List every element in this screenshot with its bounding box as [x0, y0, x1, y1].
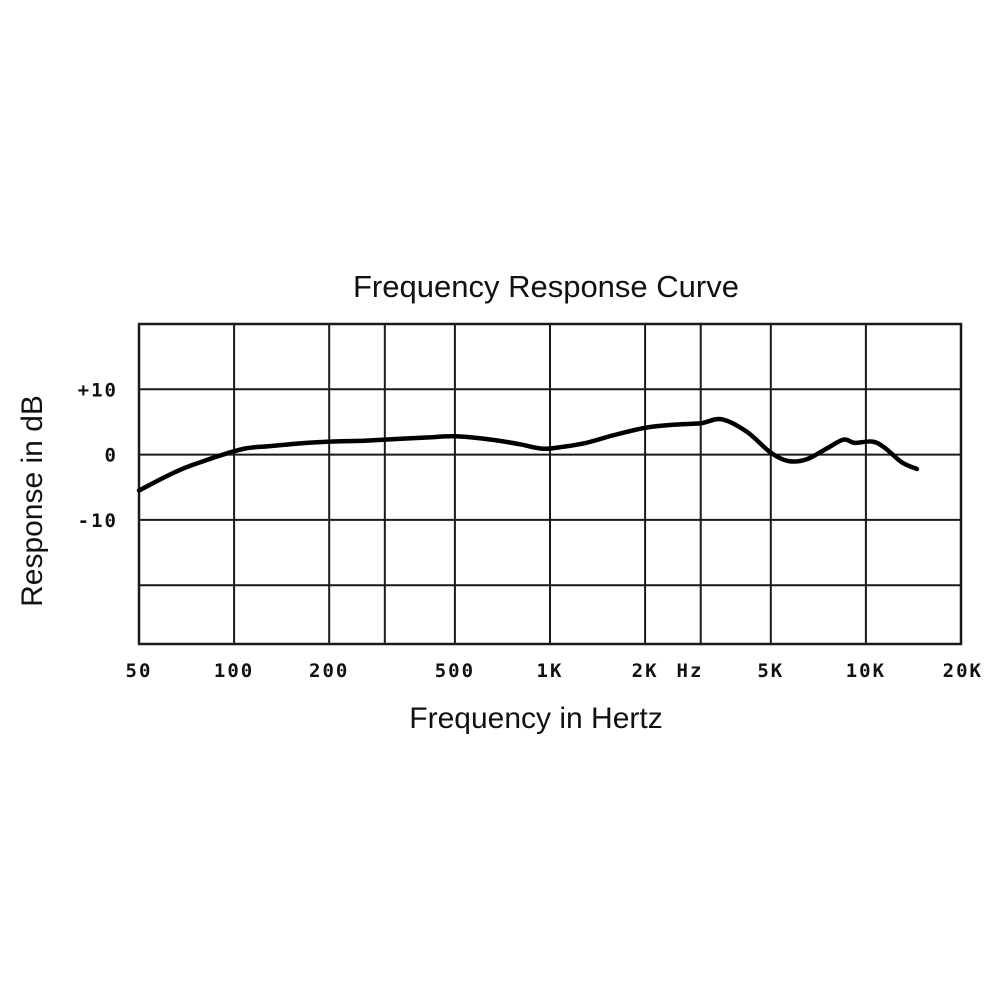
x-tick-label: 200: [309, 660, 349, 682]
y-tick-label: -10: [78, 510, 118, 532]
y-tick-label: 0: [105, 445, 118, 467]
y-tick-label: +10: [78, 379, 118, 401]
x-tick-label: 5K: [757, 660, 784, 682]
chart-title: Frequency Response Curve: [353, 269, 739, 304]
response-curve-layer: [136, 416, 920, 493]
x-tick-label: 2K: [632, 660, 659, 682]
x-tick-label: 1K: [537, 660, 564, 682]
x-tick-label: 100: [214, 660, 254, 682]
grid: [139, 324, 962, 644]
response-curve-line: [136, 416, 920, 493]
x-unit-label: Hz: [677, 660, 704, 682]
plot-frame: [137, 322, 963, 646]
x-tick-labels: 50 100 200 500 1K 2K 5K 10K 20K: [126, 660, 983, 682]
x-tick-label: 20K: [943, 660, 983, 682]
y-tick-labels: +10 0 -10: [78, 379, 118, 532]
x-axis-label: Frequency in Hertz: [409, 702, 662, 735]
x-tick-label: 500: [435, 660, 475, 682]
x-tick-label: 50: [126, 660, 153, 682]
x-tick-label: 10K: [846, 660, 886, 682]
y-axis-label: Response in dB: [16, 395, 49, 607]
